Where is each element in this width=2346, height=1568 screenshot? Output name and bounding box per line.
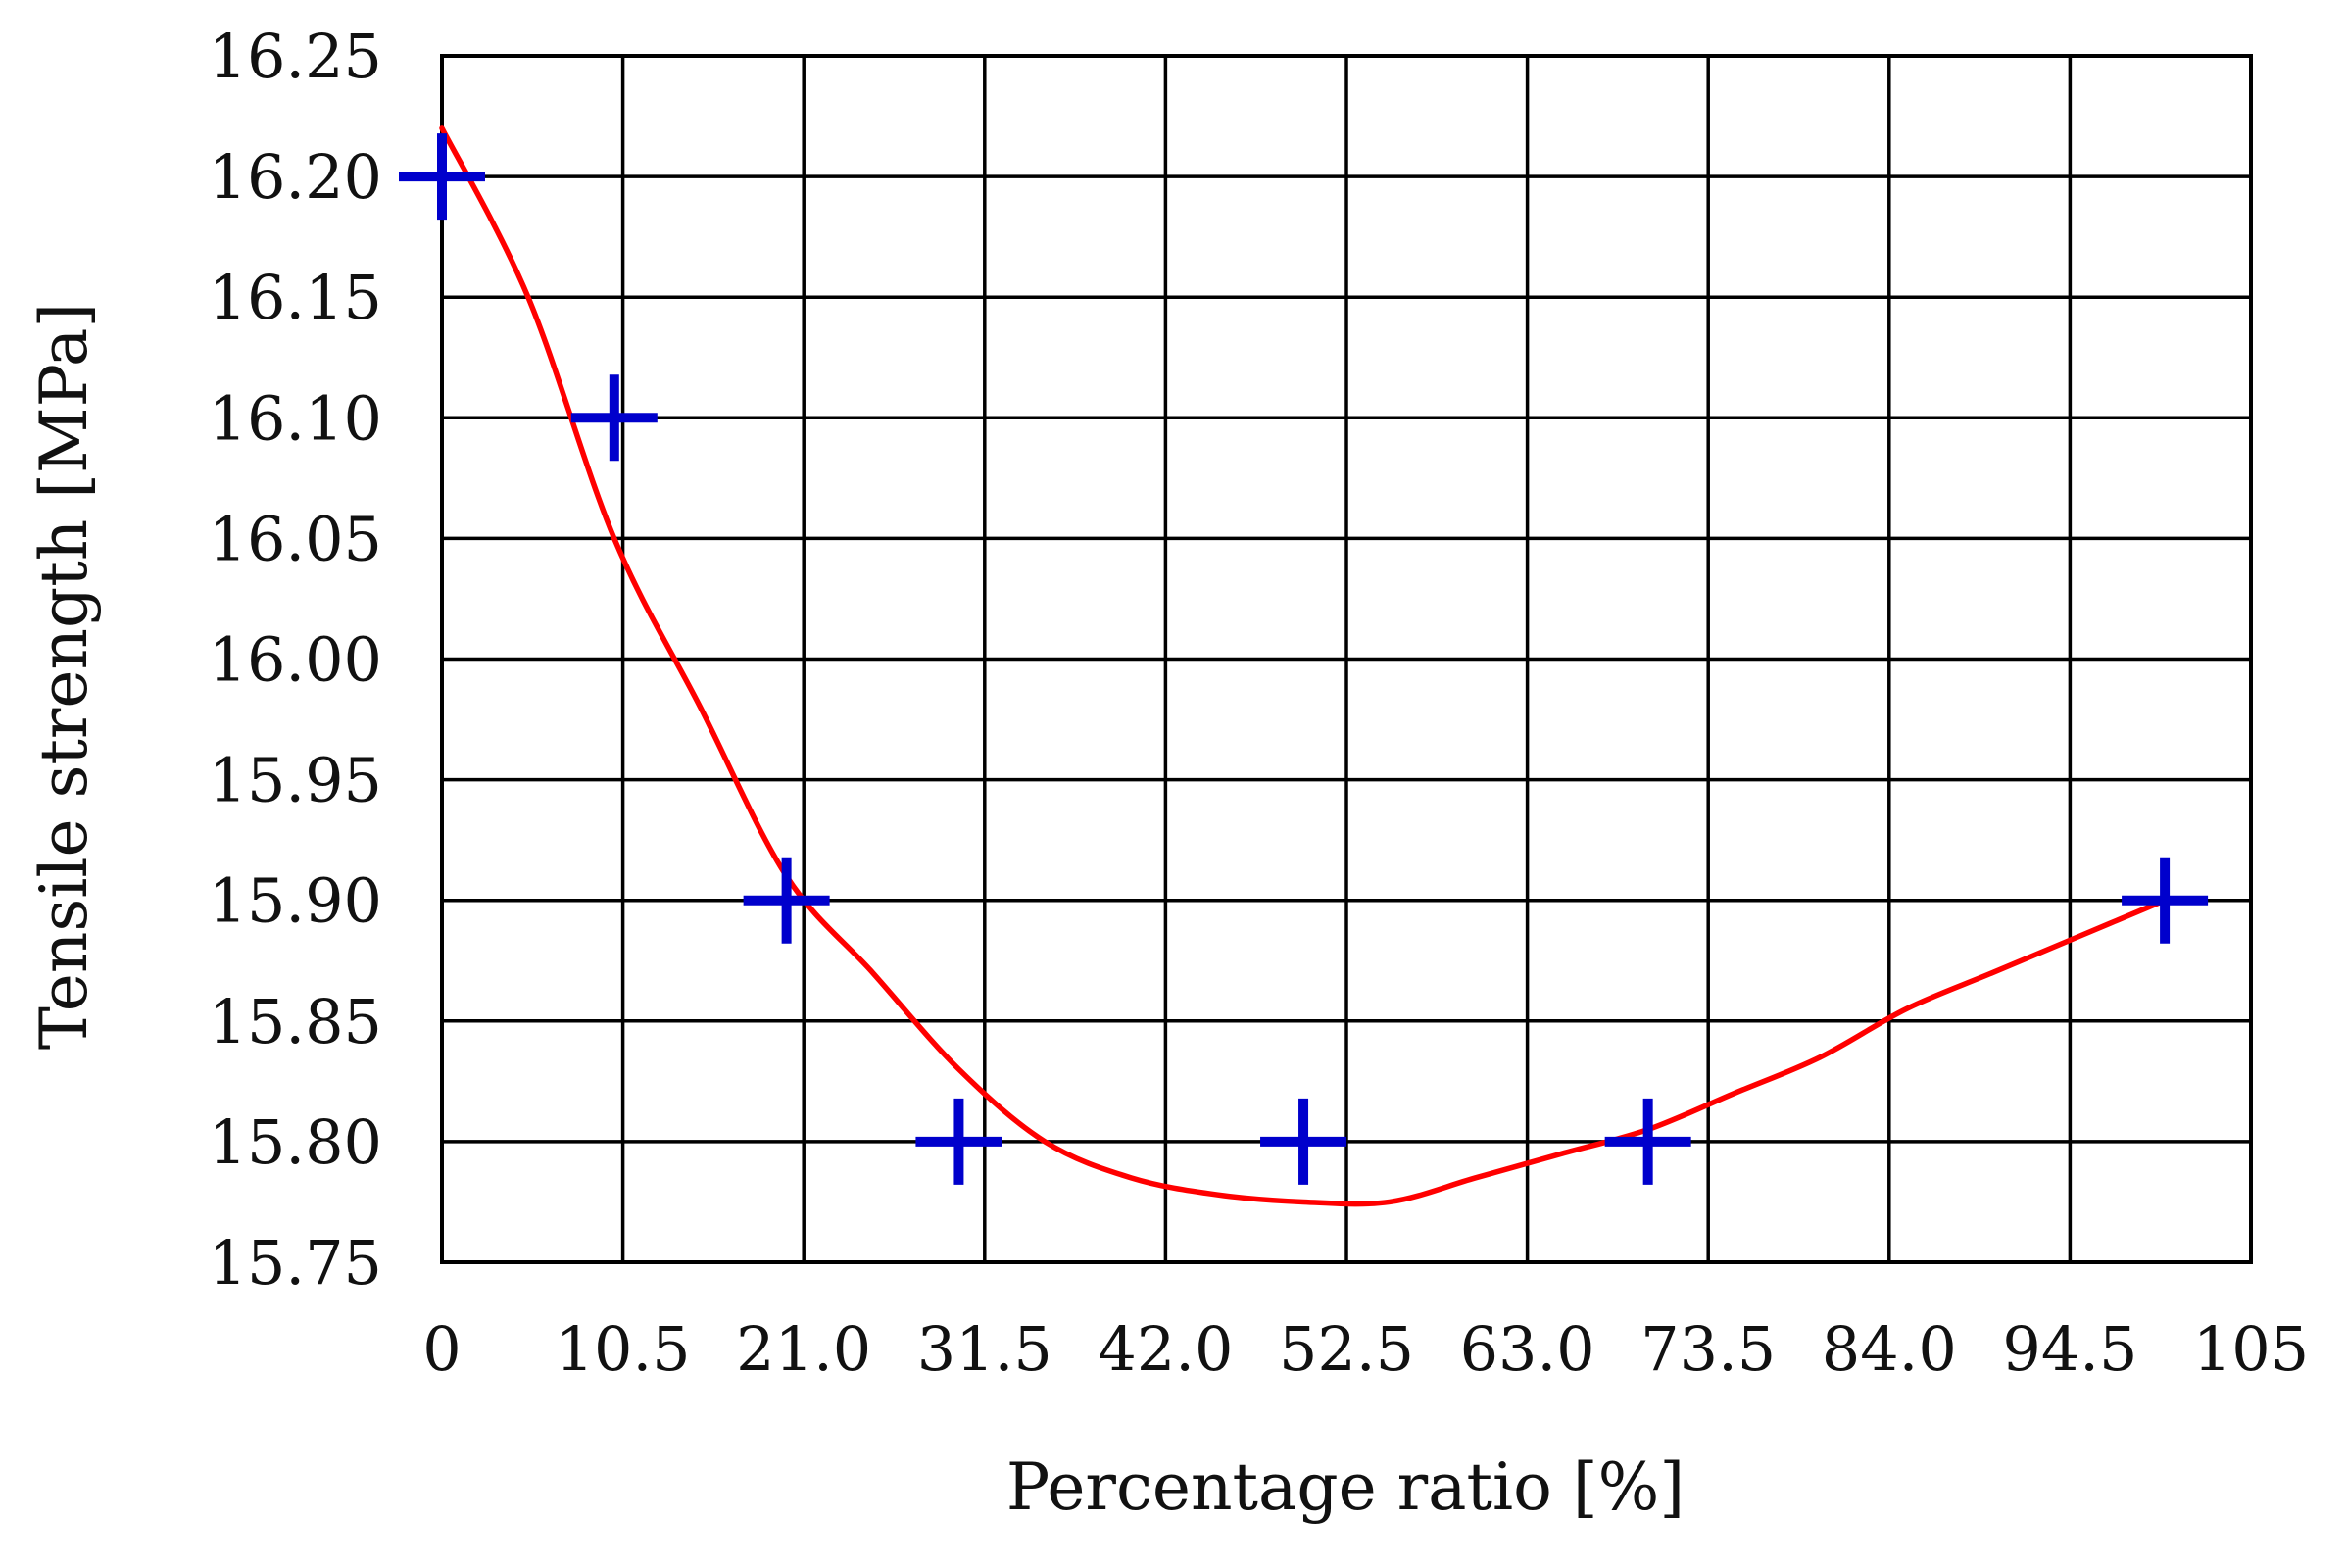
fitted-curve: [439, 125, 2168, 1207]
y-tick-label: 16.05: [209, 503, 383, 574]
data-point-plus-marker: [1260, 1098, 1347, 1185]
y-tick-label: 15.95: [209, 745, 383, 816]
x-tick-label: 21.0: [736, 1313, 871, 1385]
y-axis-title: Tensile strength [MPa]: [26, 303, 102, 1050]
data-point-plus-marker: [399, 133, 485, 220]
fitted-curve-layer: [439, 125, 2168, 1207]
x-tick-label: 105: [2193, 1313, 2309, 1385]
x-tick-label: 73.5: [1640, 1313, 1776, 1385]
y-tick-label: 15.80: [209, 1106, 383, 1178]
x-tick-label: 63.0: [1460, 1313, 1595, 1385]
data-point-plus-marker: [743, 857, 830, 944]
x-tick-label: 31.5: [917, 1313, 1052, 1385]
tick-labels: 0 10.5 21.0 31.5 42.0 52.5 63.0 73.5 84.0 94.5 105…: [209, 21, 2310, 1385]
data-point-plus-marker: [1604, 1098, 1691, 1185]
y-tick-label: 16.15: [209, 262, 383, 333]
grid: [440, 54, 2253, 1264]
x-tick-label: 42.0: [1098, 1313, 1233, 1385]
data-point-plus-marker: [915, 1098, 1002, 1185]
data-markers-layer: [399, 133, 2209, 1185]
x-tick-label: 10.5: [556, 1313, 691, 1385]
y-tick-label: 16.10: [209, 382, 383, 454]
y-tick-label: 15.85: [209, 986, 383, 1057]
data-point-plus-marker: [2122, 857, 2209, 944]
x-tick-label: 52.5: [1279, 1313, 1414, 1385]
x-axis-title: Percentage ratio [%]: [1006, 1449, 1685, 1525]
y-tick-label: 16.20: [209, 141, 383, 213]
y-tick-label: 16.25: [209, 21, 383, 92]
y-tick-label: 16.00: [209, 624, 383, 696]
plot-frame: [440, 54, 2253, 1264]
x-tick-label: 94.5: [2002, 1313, 2137, 1385]
y-tick-label: 15.90: [209, 865, 383, 937]
x-tick-label: 84.0: [1822, 1313, 1957, 1385]
y-tick-label: 15.75: [209, 1227, 383, 1298]
x-tick-label: 0: [422, 1313, 461, 1385]
data-point-plus-marker: [570, 374, 658, 462]
